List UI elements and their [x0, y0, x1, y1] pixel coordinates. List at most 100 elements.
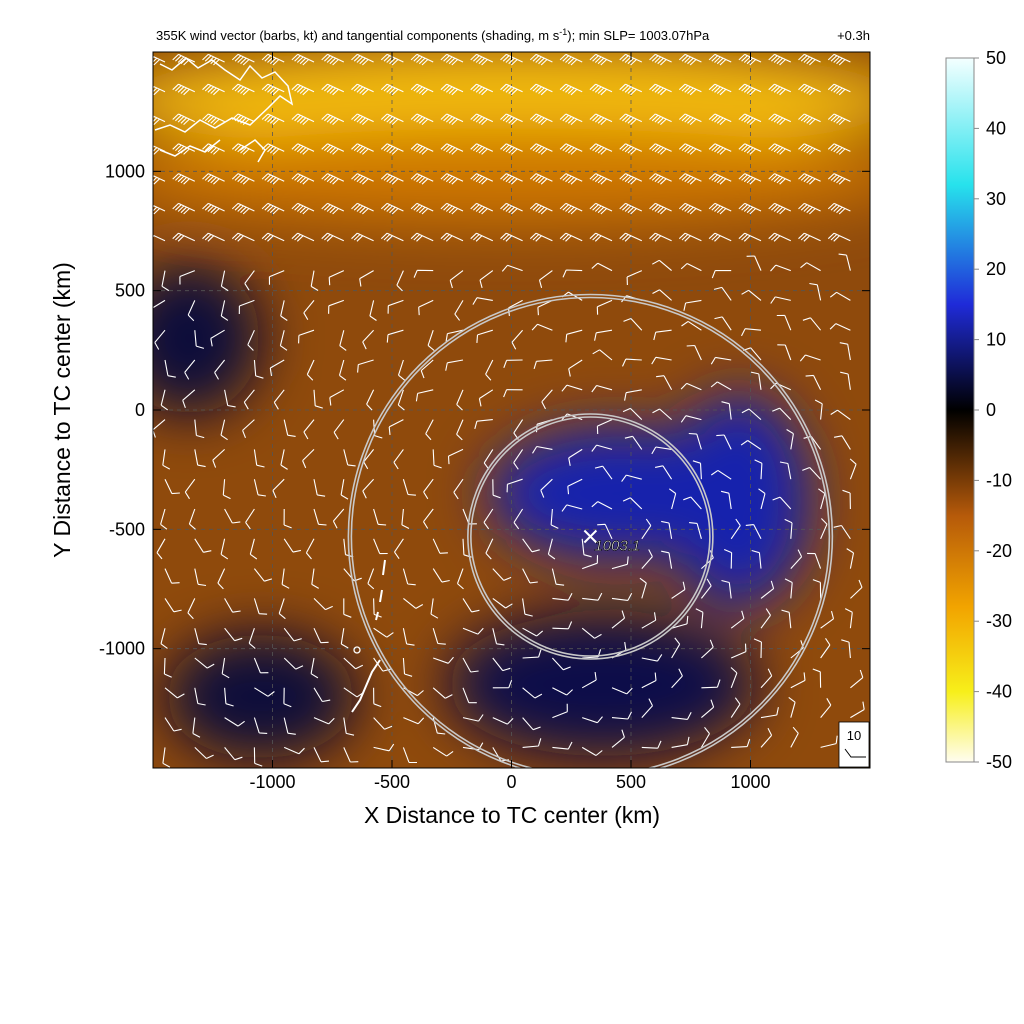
wind-barb	[394, 538, 404, 560]
wind-barb	[561, 504, 583, 512]
wind-barb	[552, 621, 573, 630]
wind-barb	[425, 419, 434, 441]
wind-barb	[768, 113, 792, 125]
x-tick-label: -1000	[249, 772, 295, 792]
x-tick-label: -500	[374, 772, 410, 792]
wind-barb	[827, 143, 851, 155]
wind-barb	[622, 497, 643, 510]
wind-barb	[799, 354, 821, 362]
wind-barb	[522, 538, 540, 553]
wind-barb	[772, 496, 792, 510]
wind-barb	[833, 435, 851, 450]
wind-barb	[552, 703, 568, 719]
wind-barb	[253, 449, 265, 468]
wind-barb	[731, 738, 751, 748]
wind-barb	[492, 680, 513, 689]
wind-barb	[366, 389, 375, 411]
wind-barb	[582, 592, 603, 601]
wind-barb	[224, 717, 245, 727]
wind-barb	[661, 550, 673, 569]
wind-barb	[671, 615, 689, 629]
wind-barb	[820, 637, 831, 659]
wind-barb	[619, 173, 643, 185]
wind-barb	[559, 113, 583, 125]
wind-barb	[164, 359, 176, 378]
wind-barb	[253, 359, 264, 379]
wind-barb	[768, 202, 792, 215]
wind-barb	[492, 657, 511, 672]
wind-barb	[827, 173, 851, 185]
y-tick-label: -500	[109, 519, 145, 539]
wind-barb	[777, 344, 792, 361]
wind-barb	[373, 687, 382, 708]
wind-barb	[253, 598, 268, 615]
wind-barb	[513, 508, 524, 530]
wind-barb	[340, 628, 349, 649]
wind-barb	[187, 300, 196, 322]
wind-barb	[279, 330, 288, 351]
wind-barb	[303, 419, 315, 440]
wind-barb	[432, 538, 448, 554]
wind-barb	[540, 478, 553, 498]
wind-barb	[273, 389, 285, 410]
wind-barb	[483, 508, 494, 530]
colorbar-tick-label: 20	[986, 259, 1006, 279]
wind-barb	[238, 299, 255, 315]
wind-barb	[802, 466, 822, 480]
wind-barb	[243, 389, 255, 410]
wind-barb	[447, 448, 464, 465]
wind-barb	[321, 232, 345, 242]
wind-barb	[503, 359, 523, 368]
wind-barb	[621, 358, 642, 367]
wind-barb	[611, 556, 629, 570]
wind-barb	[373, 743, 395, 752]
wind-barb	[280, 300, 288, 321]
wind-barb	[619, 83, 643, 96]
wind-barb	[683, 299, 702, 311]
wind-barb	[716, 434, 732, 450]
wind-barb	[396, 270, 404, 292]
wind-barb	[581, 672, 597, 689]
wind-barb	[671, 581, 686, 599]
wind-barb	[194, 538, 212, 553]
wind-barb	[339, 330, 347, 351]
wind-barb	[202, 113, 225, 125]
wind-barb	[812, 668, 822, 688]
wind-barb	[500, 83, 523, 96]
wind-barb	[249, 538, 258, 560]
wind-barb	[313, 479, 326, 497]
wind-barb	[745, 524, 762, 540]
time-label: +0.3h	[837, 28, 870, 43]
wind-barb	[403, 597, 424, 609]
wind-barb	[500, 143, 523, 155]
wind-barb	[470, 232, 494, 242]
wind-barb	[470, 53, 494, 66]
wind-barb	[261, 53, 285, 66]
wind-barb	[194, 747, 214, 759]
wind-barb	[827, 53, 851, 66]
wind-barb	[559, 83, 583, 96]
wind-barb	[462, 714, 484, 722]
wind-barb	[321, 83, 345, 96]
wind-barb	[182, 389, 196, 408]
wind-barb	[306, 359, 315, 381]
wind-barb	[597, 523, 613, 540]
wind-barb	[790, 549, 803, 569]
wind-barb	[529, 113, 553, 125]
wind-barb	[812, 579, 822, 599]
wind-barb	[738, 173, 762, 185]
wind-barb	[462, 598, 480, 613]
wind-barb	[402, 747, 418, 764]
wind-barb	[671, 668, 683, 689]
y-tick-label: -1000	[99, 639, 145, 659]
wind-barb	[730, 643, 747, 659]
wind-barb	[701, 639, 714, 659]
wind-barb	[269, 359, 285, 376]
wind-barb	[224, 747, 243, 761]
wind-barb	[478, 389, 494, 407]
range-rings	[347, 293, 834, 768]
wind-barb	[798, 53, 821, 66]
wind-barb	[529, 202, 553, 215]
wind-barb	[160, 389, 169, 411]
wind-barb	[798, 143, 821, 155]
